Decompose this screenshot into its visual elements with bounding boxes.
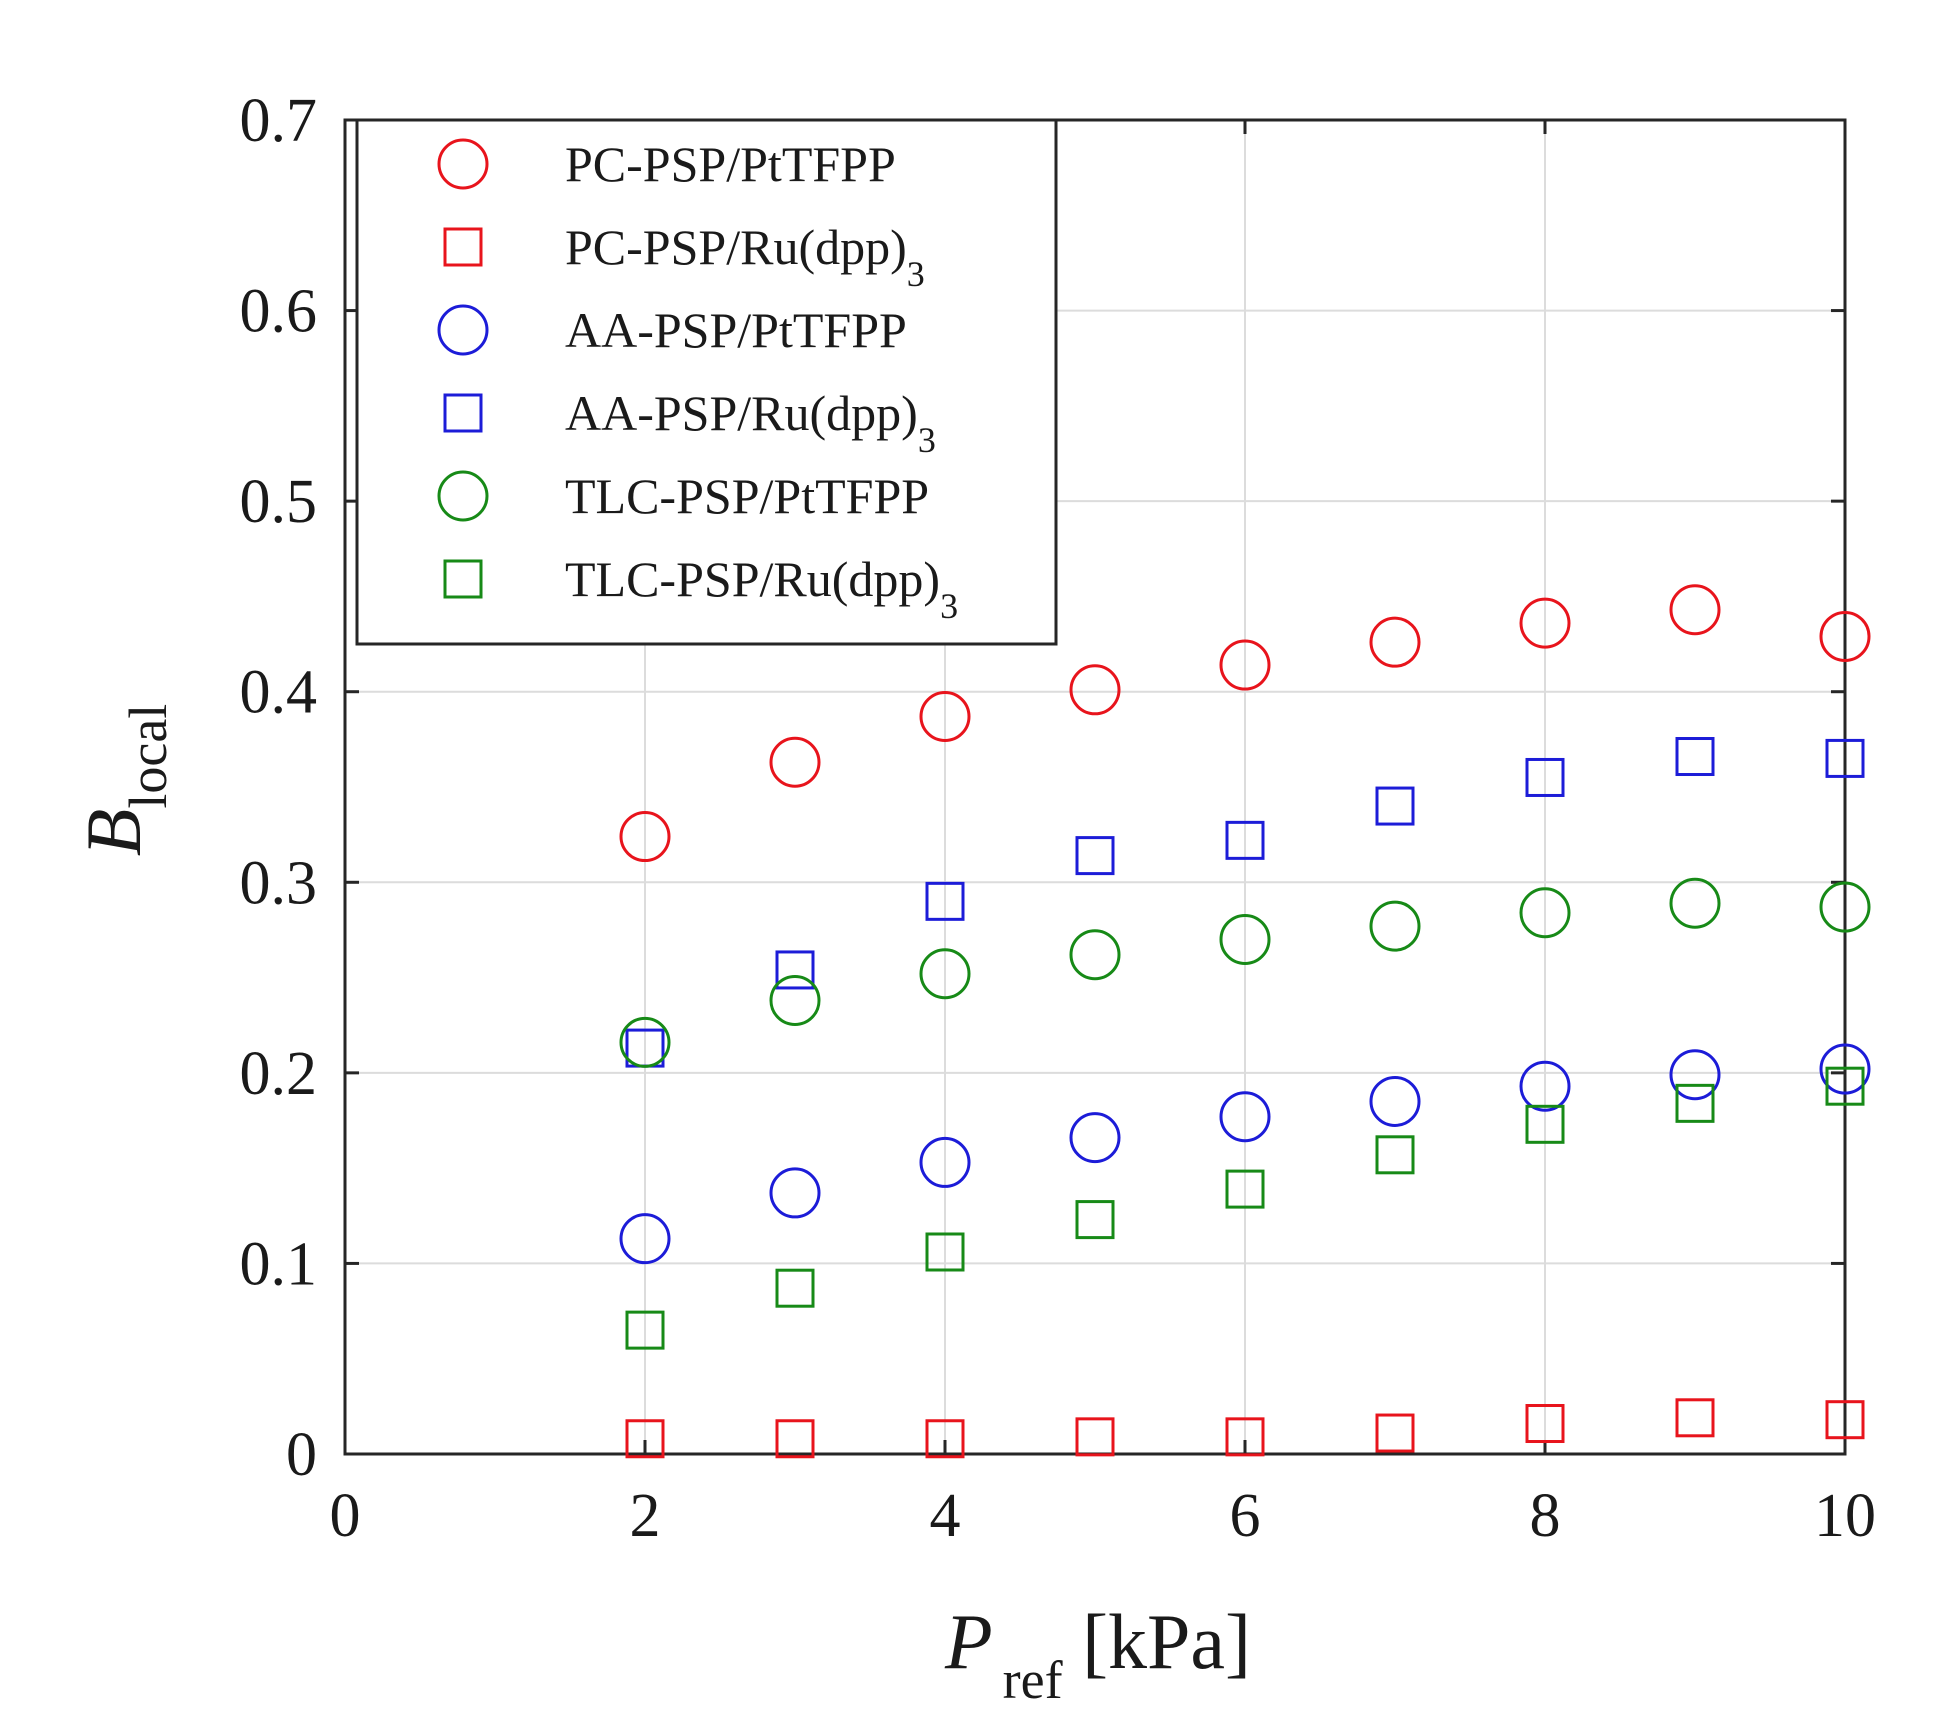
data-point — [625, 1419, 665, 1459]
data-point — [775, 950, 815, 990]
data-point — [1369, 900, 1421, 952]
data-point — [1075, 1200, 1115, 1240]
y-tick-label: 0.3 — [240, 849, 318, 917]
data-point — [1219, 639, 1271, 691]
y-tick-label: 0.6 — [240, 278, 318, 346]
data-point — [619, 811, 671, 863]
data-point — [1069, 664, 1121, 716]
data-point — [1825, 1066, 1865, 1106]
legend-marker — [443, 559, 483, 599]
legend-marker — [443, 227, 483, 267]
data-point — [1219, 913, 1271, 965]
x-tick-label: 6 — [1230, 1482, 1261, 1550]
data-point — [769, 1167, 821, 1219]
y-tick-label: 0.1 — [240, 1230, 318, 1298]
data-point — [625, 1310, 665, 1350]
y-tick-label: 0.7 — [240, 87, 318, 155]
data-point — [769, 974, 821, 1026]
legend-marker — [437, 470, 489, 522]
data-point — [769, 736, 821, 788]
tick-labels: 0 2 4 6 8 10 0 0.1 0.2 0.3 0.4 0.5 0.6 0.7 — [240, 87, 1877, 1550]
data-point — [1225, 1169, 1265, 1209]
legend-box — [355, 118, 1058, 646]
data-point — [925, 1232, 965, 1272]
data-point — [775, 1419, 815, 1459]
data-point — [919, 1136, 971, 1188]
x-axis-title-unit: [kPa] — [1063, 1598, 1251, 1685]
data-point — [1819, 881, 1871, 933]
y-axis-title: Blocal — [70, 704, 178, 857]
data-point — [1675, 1083, 1715, 1123]
data-point — [619, 1213, 671, 1265]
data-point — [1675, 1398, 1715, 1438]
series-4 — [619, 877, 1871, 1068]
data-point — [1525, 757, 1565, 797]
legend-label: PC-PSP/PtTFPP — [565, 136, 896, 192]
x-tick-label: 8 — [1530, 1482, 1561, 1550]
data-point — [775, 1268, 815, 1308]
legend-marker — [437, 304, 489, 356]
data-point — [1219, 1091, 1271, 1143]
data-point — [1525, 1104, 1565, 1144]
x-tick-label: 2 — [630, 1482, 661, 1550]
series-1 — [625, 1398, 1865, 1459]
series-2 — [619, 1043, 1871, 1265]
data-point — [925, 881, 965, 921]
series-0 — [619, 584, 1871, 863]
legend-label: TLC-PSP/Ru(dpp)3 — [565, 551, 958, 626]
data-point — [1669, 877, 1721, 929]
legend-label: AA-PSP/PtTFPP — [565, 302, 907, 358]
data-point — [1375, 1135, 1415, 1175]
x-tick-label: 10 — [1814, 1482, 1876, 1550]
series-5 — [625, 1066, 1865, 1350]
data-point — [1519, 1060, 1571, 1112]
data-point — [1825, 1400, 1865, 1440]
data-point — [1225, 820, 1265, 860]
data-point — [1519, 887, 1571, 939]
data-point — [1525, 1404, 1565, 1444]
legend: PC-PSP/PtTFPP PC-PSP/Ru(dpp)3 AA-PSP/PtTFP… — [355, 118, 1058, 646]
data-point — [1675, 737, 1715, 777]
data-point — [1825, 738, 1865, 778]
x-axis-title-main: P — [944, 1598, 993, 1685]
data-point — [1519, 597, 1571, 649]
data-point — [1669, 1049, 1721, 1101]
y-tick-label: 0.5 — [240, 468, 318, 536]
y-tick-label: 0.4 — [240, 659, 318, 727]
data-point — [1819, 610, 1871, 662]
data-point — [1369, 616, 1421, 668]
data-point — [1369, 1075, 1421, 1127]
y-axis-title-main: B — [70, 809, 157, 857]
legend-marker — [437, 138, 489, 190]
legend-marker — [443, 393, 483, 433]
data-point — [619, 1016, 671, 1068]
data-point — [1069, 929, 1121, 981]
x-axis-title-sub: ref — [1003, 1650, 1063, 1710]
data-point — [1075, 836, 1115, 876]
legend-label: AA-PSP/Ru(dpp)3 — [565, 385, 936, 460]
data-point — [1075, 1417, 1115, 1457]
x-tick-label: 0 — [330, 1482, 361, 1550]
data-point — [1375, 786, 1415, 826]
data-point — [1069, 1112, 1121, 1164]
data-markers — [619, 584, 1871, 1459]
data-point — [925, 1419, 965, 1459]
series-3 — [625, 737, 1865, 1068]
y-tick-label: 0 — [286, 1421, 317, 1489]
data-point — [1669, 584, 1721, 636]
data-point — [1819, 1043, 1871, 1095]
data-point — [919, 690, 971, 742]
data-point — [1375, 1413, 1415, 1453]
x-tick-label: 4 — [930, 1482, 961, 1550]
data-point — [1225, 1417, 1265, 1457]
legend-label: TLC-PSP/PtTFPP — [565, 468, 929, 524]
data-point — [919, 948, 971, 1000]
y-axis-title-sub: local — [118, 704, 178, 809]
y-tick-label: 0.2 — [240, 1040, 318, 1108]
legend-label: PC-PSP/Ru(dpp)3 — [565, 219, 925, 294]
